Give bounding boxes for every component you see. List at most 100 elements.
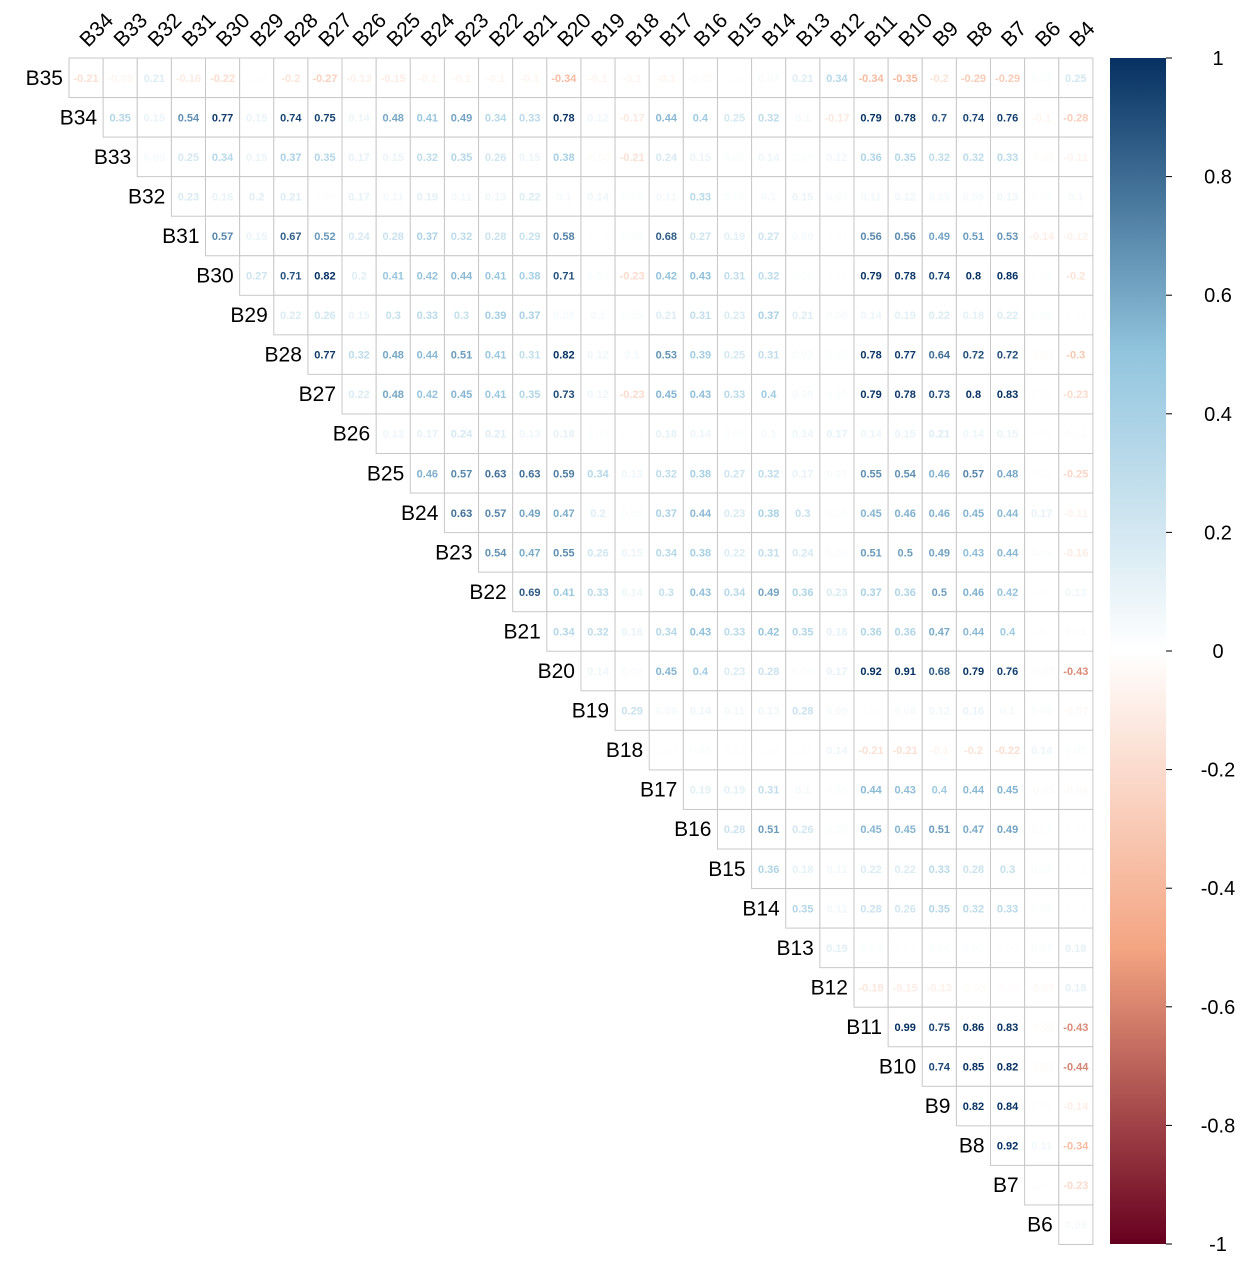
row-label: B13	[776, 937, 813, 960]
heatmap-cell	[751, 848, 787, 890]
cell-value: -0.07	[1063, 706, 1088, 718]
cell-value: 0.39	[690, 350, 711, 362]
heatmap-cell	[307, 334, 343, 375]
cell-value: 0.67	[280, 231, 301, 243]
cell-value: 0.07	[758, 73, 779, 85]
heatmap-cell	[512, 57, 548, 99]
cell-value: 0.48	[383, 112, 404, 124]
cell-value: 0.41	[485, 350, 506, 362]
cell-value: 0.34	[587, 468, 609, 480]
cell-value: 0.26	[485, 152, 506, 164]
cell-value: 0.32	[963, 903, 984, 915]
cell-value: -0.04	[995, 982, 1021, 994]
heatmap-cell	[614, 571, 650, 613]
cell-value: 0.76	[997, 666, 1018, 678]
heatmap-cell	[546, 453, 582, 494]
heatmap-cell	[716, 294, 753, 336]
heatmap-cell	[853, 808, 889, 850]
cell-value: 0.26	[894, 903, 915, 915]
column-label: B20	[553, 9, 596, 52]
cell-value: 0.14	[792, 429, 814, 441]
cell-value: 0.41	[383, 271, 404, 283]
heatmap-cell	[443, 136, 480, 178]
colorbar-tick-label: 0.6	[1204, 285, 1232, 307]
heatmap-cell	[921, 176, 957, 217]
cell-value: 0.03	[246, 73, 267, 85]
heatmap-cell	[136, 136, 172, 178]
cell-value: 0.78	[860, 350, 881, 362]
cell-value: 0.37	[860, 587, 881, 599]
cell-value: 0.48	[997, 468, 1018, 480]
heatmap-cell	[990, 294, 1026, 336]
cell-value: -0.22	[995, 745, 1020, 757]
heatmap-cell	[751, 97, 787, 138]
column-label: B28	[280, 9, 323, 52]
cell-value: 0.09	[963, 191, 984, 203]
cell-value: 0.13	[758, 706, 779, 718]
cell-value: 0.15	[246, 152, 267, 164]
heatmap-cell	[990, 532, 1026, 573]
column-label: B13	[792, 9, 835, 52]
heatmap-cell	[478, 453, 514, 494]
heatmap-cell	[819, 571, 855, 613]
cell-value: 0.24	[656, 152, 678, 164]
heatmap-cell	[921, 888, 957, 929]
row-label: B14	[742, 897, 780, 920]
cell-value: 0.42	[758, 626, 779, 638]
heatmap-cell	[785, 294, 821, 336]
cell-value: 0.29	[621, 706, 642, 718]
column-label: B15	[724, 9, 767, 52]
cell-value: 0.51	[860, 547, 881, 559]
cell-value: 0.09	[792, 231, 813, 243]
column-label: B10	[894, 9, 937, 52]
cell-value: 0.05	[724, 152, 745, 164]
heatmap-cell	[853, 492, 889, 534]
heatmap-cell	[785, 136, 821, 178]
heatmap-cell	[716, 769, 753, 810]
cell-value: 0.45	[860, 508, 881, 520]
cell-value: -0.13	[927, 982, 952, 994]
cell-value: 0.41	[553, 587, 574, 599]
cell-value: 0.25	[178, 152, 199, 164]
heatmap-cell	[819, 888, 855, 929]
heatmap-cell	[990, 334, 1026, 375]
cell-value: -0.05	[1029, 785, 1054, 797]
cell-value: 0.06	[1031, 706, 1052, 718]
row-label: B18	[606, 739, 643, 762]
heatmap-cell	[273, 255, 309, 296]
cell-value: 0.51	[929, 824, 950, 836]
cell-value: -0.21	[893, 745, 918, 757]
cell-value: 0.3	[1000, 864, 1015, 876]
cell-value: 0.49	[929, 231, 950, 243]
heatmap-cell	[819, 176, 855, 217]
cell-value: 0.24	[348, 231, 370, 243]
cell-value: 0.38	[690, 547, 711, 559]
heatmap-cell	[955, 927, 992, 969]
row-label: B35	[26, 67, 63, 90]
cell-value: 0.25	[724, 350, 745, 362]
heatmap-cell	[1058, 136, 1094, 178]
cell-value: 0.09	[929, 191, 950, 203]
cell-value: 0.04	[621, 429, 643, 441]
cell-value: 0.15	[383, 152, 404, 164]
cell-value: -0.05	[961, 982, 986, 994]
heatmap-cell	[751, 136, 787, 178]
cell-value: -0.11	[1064, 508, 1088, 520]
heatmap-cell	[1058, 453, 1094, 494]
heatmap-cell	[648, 453, 684, 494]
cell-value: -0.02	[722, 73, 747, 85]
heatmap-cell	[751, 373, 787, 415]
cell-value: 0.05	[792, 152, 813, 164]
row-label: B11	[846, 1016, 882, 1039]
cell-value: 0.28	[860, 903, 881, 915]
heatmap-cell	[887, 769, 923, 810]
cell-value: 0.25	[724, 112, 745, 124]
cell-value: 0.03	[1065, 824, 1086, 836]
cell-value: 0.53	[997, 231, 1018, 243]
cell-value: 0.17	[1031, 508, 1052, 520]
heatmap-cell	[580, 136, 616, 178]
heatmap-cell	[887, 1006, 923, 1048]
row-label: B22	[469, 581, 506, 604]
heatmap-cell	[512, 413, 548, 455]
cell-value: -0.25	[1063, 468, 1088, 480]
